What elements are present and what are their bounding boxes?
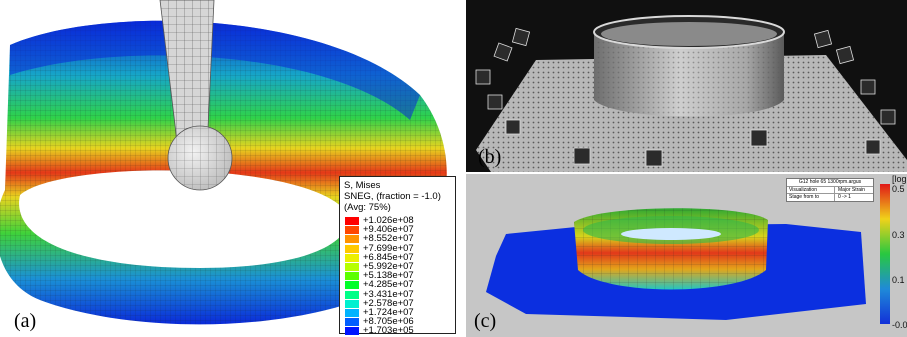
legend-swatch (345, 309, 359, 317)
colorbar-tick: -0.0 (892, 320, 907, 330)
legend-value: +7.699e+07 (363, 242, 414, 254)
legend-swatch (345, 299, 359, 308)
colorbar-unit: [log (892, 174, 907, 184)
legend-swatch (345, 263, 359, 271)
colorbar-tick: 0.3 (892, 230, 905, 240)
legend-value: +8.705e+06 (363, 316, 414, 328)
legend-value: +8.552e+07 (363, 233, 414, 245)
legend-swatch (345, 226, 359, 235)
info-key-stage: Stage from to (787, 194, 835, 201)
legend-swatch (345, 272, 359, 281)
legend-value: +5.138e+07 (363, 270, 414, 282)
legend-line-1: S, Mises (344, 180, 381, 191)
legend-value: +4.285e+07 (363, 279, 414, 291)
legend-value: +6.845e+07 (363, 251, 414, 263)
tracking-markers (475, 27, 896, 167)
panel-b-photo: (b) (466, 0, 907, 172)
legend-swatch (345, 281, 359, 290)
legend-swatch (345, 318, 359, 327)
info-key-visualization: Visualization (787, 186, 835, 193)
legend-value: +1.703e+05 (363, 325, 414, 337)
panel-c-strain-map: G12 hole 65 1300rpm.argus Visualization M… (466, 174, 907, 337)
legend-value: +5.992e+07 (363, 261, 414, 272)
strain-map-figure (486, 184, 890, 324)
dic-info-table: G12 hole 65 1300rpm.argus Visualization M… (786, 178, 874, 202)
info-value-stage: 0 -> 1 (838, 194, 851, 200)
panel-c-label: (c) (474, 310, 497, 332)
legend-swatch (345, 244, 359, 253)
legend-value: +2.578e+07 (363, 297, 414, 309)
legend-line-2: SNEG, (fraction = -1.0) (344, 191, 441, 202)
legend-swatch (345, 253, 359, 262)
legend-value: +1.026e+08 (363, 215, 414, 226)
legend-value: +3.431e+07 (363, 288, 414, 300)
panel-b-label: (b) (478, 146, 502, 168)
colorbar-tick: 0.1 (892, 275, 905, 285)
info-title: G12 hole 65 1300rpm.argus (798, 179, 862, 185)
panel-a-fea-simulation: (a) S, Mises SNEG, (fraction = -1.0) (Av… (0, 0, 456, 337)
legend-swatch (345, 290, 359, 299)
legend-swatch (345, 235, 359, 244)
legend-title: S, Mises SNEG, (fraction = -1.0) (Avg: 7… (344, 180, 441, 213)
formed-part-photo (466, 0, 907, 172)
legend-swatch (345, 327, 359, 336)
mises-stress-legend: S, Mises SNEG, (fraction = -1.0) (Avg: 7… (339, 176, 456, 337)
legend-value: +1.724e+07 (363, 307, 414, 318)
strain-colorbar (880, 184, 890, 324)
legend-line-3: (Avg: 75%) (344, 202, 391, 213)
panel-a-label: (a) (14, 310, 37, 332)
colorbar-tick: 0.5 (892, 184, 905, 194)
info-value-visualization: Major Strain (838, 186, 865, 193)
fea-ring-figure (0, 0, 447, 325)
legend-value: +9.406e+07 (363, 224, 414, 236)
legend-swatch (345, 217, 359, 225)
